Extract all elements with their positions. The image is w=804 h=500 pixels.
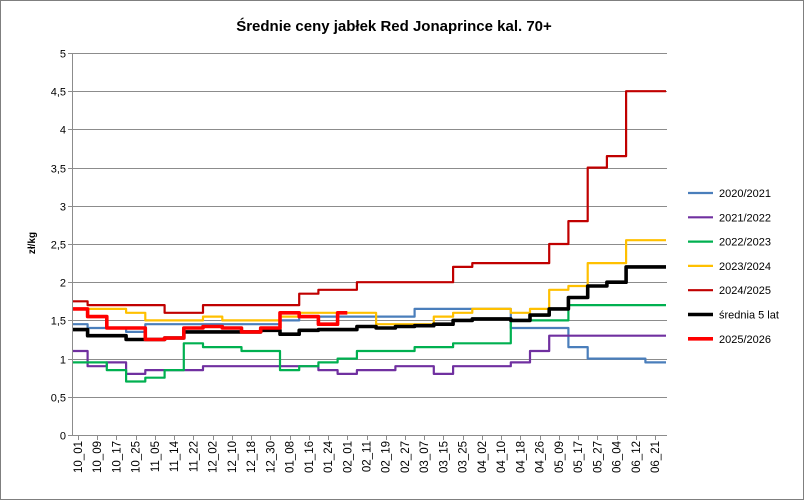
x-tick-label: 10_01 bbox=[73, 441, 85, 473]
x-tick-label: 02_27 bbox=[400, 441, 412, 473]
x-tick-label: 10_25 bbox=[131, 441, 143, 473]
x-tick-label: 01_08 bbox=[285, 441, 297, 473]
x-tick-label: 11_22 bbox=[188, 441, 200, 472]
x-tick-label: 11_05 bbox=[150, 441, 162, 472]
x-tick-label: 01_24 bbox=[323, 440, 335, 473]
legend-label: 2021/2022 bbox=[719, 212, 771, 224]
x-tick-label: 10_17 bbox=[111, 441, 123, 473]
x-tick-label: 02_19 bbox=[381, 441, 393, 473]
series-line-2022-2023 bbox=[73, 304, 666, 383]
x-tick-label: 10_09 bbox=[92, 441, 104, 473]
legend-item: 2020/2021 bbox=[688, 188, 771, 200]
y-tick-label: 3,5 bbox=[51, 164, 66, 176]
y-tick-label: 2 bbox=[60, 278, 66, 290]
legend-label: 2025/2026 bbox=[719, 334, 771, 346]
x-tick-label: 12_18 bbox=[246, 441, 258, 473]
legend-label: 2020/2021 bbox=[719, 188, 771, 200]
y-tick-label: 0 bbox=[60, 431, 66, 443]
x-tick-label: 11_14 bbox=[169, 440, 181, 472]
x-tick-label: 04_26 bbox=[535, 441, 547, 473]
x-tick-label: 03_25 bbox=[458, 441, 470, 473]
y-tick-label: 1,5 bbox=[51, 316, 66, 328]
series-line-2025-2026 bbox=[73, 307, 348, 342]
x-tick-label: 12_02 bbox=[208, 441, 220, 473]
x-tick-label: 01_16 bbox=[304, 441, 316, 473]
y-axis-label: zł/kg bbox=[27, 232, 38, 254]
x-tick-label: 04_10 bbox=[496, 441, 508, 473]
legend-item: średnia 5 lat bbox=[688, 310, 779, 322]
x-tick-label: 06_04 bbox=[612, 440, 624, 473]
legend-item: 2024/2025 bbox=[688, 285, 771, 297]
series-line-2023-2024 bbox=[73, 239, 666, 326]
y-tick-label: 4,5 bbox=[51, 87, 66, 99]
series-line-2021-2022 bbox=[73, 334, 666, 375]
x-tick-label: 12_10 bbox=[227, 441, 239, 473]
y-tick-label: 0,5 bbox=[51, 393, 66, 405]
legend-item: 2025/2026 bbox=[688, 334, 771, 346]
x-tick-label: 02_01 bbox=[342, 441, 354, 473]
legend: 2020/2021 2021/2022 2022/2023 2023/2024 2024… bbox=[688, 188, 779, 346]
series-line-2020-2021 bbox=[73, 307, 666, 364]
legend-label: 2024/2025 bbox=[719, 285, 771, 297]
y-tick-label: 2,5 bbox=[51, 240, 66, 252]
legend-label: 2022/2023 bbox=[719, 237, 771, 249]
x-tick-label: 04_18 bbox=[515, 441, 527, 473]
series-line-2024-2025 bbox=[73, 90, 666, 314]
y-tick-label: 4 bbox=[60, 125, 66, 137]
series-lines bbox=[73, 90, 666, 383]
x-tick-labels: 10_01 10_09 10_17 10_25 11_05 11_14 11_22 12_02… bbox=[73, 440, 662, 473]
y-tick-label: 1 bbox=[60, 355, 66, 367]
y-tick-labels: 0 0,5 1 1,5 2 2,5 3 3,5 4 4,5 5 bbox=[51, 49, 66, 443]
x-tick-label: 03_07 bbox=[419, 441, 431, 473]
x-tick-label: 06_21 bbox=[650, 441, 662, 473]
x-tick-label: 04_02 bbox=[477, 441, 489, 473]
x-tick-label: 06_12 bbox=[631, 441, 643, 473]
legend-item: 2022/2023 bbox=[688, 237, 771, 249]
legend-label: średnia 5 lat bbox=[719, 310, 779, 322]
axes bbox=[68, 53, 667, 440]
x-tick-label: 05_17 bbox=[573, 441, 585, 473]
legend-item: 2023/2024 bbox=[688, 261, 771, 273]
x-tick-label: 05_27 bbox=[592, 441, 604, 473]
x-tick-label: 03_15 bbox=[438, 441, 450, 473]
y-tick-label: 3 bbox=[60, 202, 66, 214]
y-tick-label: 5 bbox=[60, 49, 66, 61]
x-tick-label: 05_09 bbox=[554, 441, 566, 473]
x-tick-label: 02_11 bbox=[362, 441, 374, 472]
x-tick-label: 12_30 bbox=[265, 441, 277, 473]
chart-title: Średnie ceny jabłek Red Jonaprince kal. … bbox=[236, 17, 552, 35]
legend-item: 2021/2022 bbox=[688, 212, 771, 224]
legend-label: 2023/2024 bbox=[719, 261, 771, 273]
